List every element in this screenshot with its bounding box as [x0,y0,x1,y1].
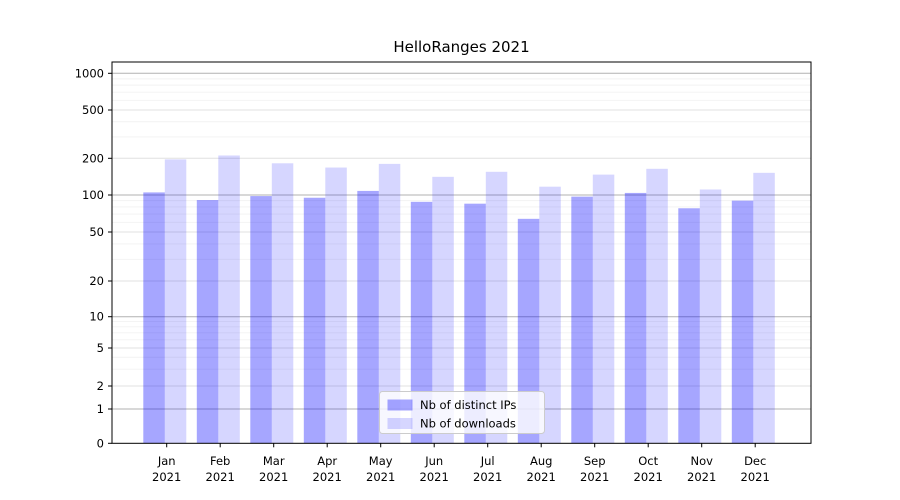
legend-label: Nb of downloads [420,417,516,431]
y-tick-label: 20 [89,274,104,288]
bar-downloads-jun [432,176,454,444]
x-tick-label-year: 2021 [634,470,663,484]
x-tick-label-month: Sep [584,454,606,468]
bar-downloads-oct [646,168,668,444]
axis-layer: 10005002001005020105210Jan2021Feb2021Mar… [75,61,812,484]
bar-distinct-ips-may [357,190,379,444]
legend-label: Nb of distinct IPs [420,398,516,412]
y-tick-label: 10 [89,310,104,324]
bar-distinct-ips-apr [303,197,326,444]
y-tick-label: 50 [89,225,104,239]
legend: Nb of distinct IPs Nb of downloads [379,391,545,434]
x-tick-label-month: Mar [263,454,285,468]
legend-swatch [387,418,413,429]
plot-border [111,61,812,444]
x-tick-label-month: Aug [530,454,552,468]
bar-distinct-ips-nov [678,208,700,444]
y-tick-label: 200 [82,151,104,165]
x-tick-label-year: 2021 [473,470,502,484]
x-tick-label-year: 2021 [152,470,181,484]
bar-downloads-mar [271,163,294,444]
x-tick-label-month: Dec [744,454,766,468]
x-tick-label-month: Jul [480,454,495,468]
bar-distinct-ips-jan [143,192,165,444]
bar-distinct-ips-jun [410,201,433,444]
bar-downloads-nov [699,189,722,444]
bar-distinct-ips-feb [196,200,219,444]
y-tick-label: 2 [97,379,104,393]
bar-downloads-feb [218,155,240,444]
bar-distinct-ips-sep [571,196,593,444]
x-tick-label-month: Apr [317,454,337,468]
y-tick-label: 100 [82,188,104,202]
x-tick-label-month: Jan [157,454,176,468]
x-tick-label-year: 2021 [259,470,288,484]
bar-downloads-jan [164,159,187,444]
y-tick-label: 500 [82,103,104,117]
y-tick-label: 1 [97,402,104,416]
x-tick-label-month: Jun [424,454,443,468]
chart-title: HelloRanges 2021 [393,38,529,56]
x-tick-label-year: 2021 [527,470,556,484]
x-tick-label-month: Feb [210,454,230,468]
bar-distinct-ips-oct [624,192,647,444]
y-tick-label: 1000 [75,66,104,80]
x-tick-label-month: May [369,454,393,468]
legend-swatch [387,399,413,411]
bar-distinct-ips-mar [250,196,272,444]
bar-distinct-ips-aug [517,218,540,444]
bar-downloads-aug [539,186,561,444]
y-tick-label: 5 [97,341,104,355]
x-tick-label-year: 2021 [580,470,609,484]
bar-downloads-dec [753,172,775,444]
x-tick-label-year: 2021 [687,470,716,484]
x-tick-label-year: 2021 [741,470,770,484]
bar-downloads-may [378,163,401,444]
x-tick-label-month: Nov [690,454,713,468]
x-tick-label-year: 2021 [206,470,235,484]
x-tick-label-year: 2021 [366,470,395,484]
bar-downloads-sep [592,174,615,444]
y-tick-label: 0 [97,436,104,450]
bar-distinct-ips-jul [464,203,486,444]
x-tick-label-year: 2021 [313,470,342,484]
bar-layer [143,155,775,444]
x-tick-label-year: 2021 [420,470,449,484]
legend-box [379,391,545,434]
x-tick-label-month: Oct [638,454,658,468]
bar-downloads-jul [485,171,508,444]
bar-distinct-ips-dec [731,200,754,444]
bar-downloads-apr [325,167,347,444]
